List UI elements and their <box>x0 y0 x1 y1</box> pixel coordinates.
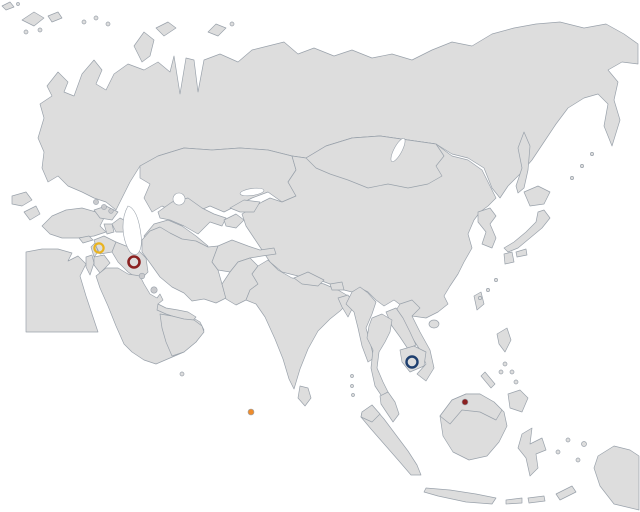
region-luzon <box>496 327 512 353</box>
region-kuril-islet <box>580 164 584 168</box>
region-andaman-islet <box>351 393 355 397</box>
region-kuril-islet <box>570 176 574 180</box>
region-malaysia-peninsular <box>379 391 400 423</box>
iraq-ring-marker <box>127 255 141 269</box>
maldives-dot-marker <box>247 408 255 416</box>
bahrain-dot-marker <box>150 286 158 294</box>
region-sakhalin <box>515 131 531 194</box>
region-bhutan <box>329 281 345 291</box>
lake-balkhash <box>239 187 265 197</box>
brunei-dot-marker <box>461 398 469 406</box>
kuwait-dot-marker <box>138 272 146 280</box>
region-kyrgyzstan <box>229 199 261 213</box>
region-palawan <box>480 371 496 389</box>
region-franz-josef-islet <box>105 21 111 27</box>
region-severnaya-zemlya-islet <box>229 21 235 27</box>
region-europe-fragment <box>11 191 41 221</box>
region-maluku-islet <box>555 449 561 455</box>
region-visayas-islet <box>513 379 519 385</box>
region-franz-josef-islet <box>81 19 87 25</box>
region-israel <box>85 254 95 276</box>
caucasus-dot-marker <box>108 208 114 214</box>
region-tajikistan <box>223 213 245 229</box>
region-severnaya-zemlya <box>207 23 227 37</box>
region-andaman-islet <box>350 374 354 378</box>
region-mindanao <box>507 389 529 413</box>
region-svalbard-islet <box>37 27 43 33</box>
region-taiwan <box>473 291 485 311</box>
caspian-sea <box>122 205 142 255</box>
region-kuril-islet <box>590 152 594 156</box>
region-andaman-islet <box>350 384 354 388</box>
region-svalbard-islet <box>23 29 29 35</box>
region-ryukyu-islet <box>494 278 498 282</box>
region-sulawesi <box>517 427 547 477</box>
region-korea <box>477 207 497 249</box>
region-novaya-zemlya <box>133 21 177 63</box>
region-lesser-sunda <box>505 495 546 505</box>
region-mongolia <box>305 135 445 189</box>
region-visayas-islet <box>498 369 504 375</box>
region-timor <box>555 485 577 501</box>
region-visayas-islet <box>502 361 508 367</box>
region-ryukyu-islet <box>478 296 482 300</box>
region-oman <box>159 313 205 357</box>
region-thailand <box>366 313 393 399</box>
region-franz-josef-islet <box>93 15 99 21</box>
region-egypt <box>25 248 99 333</box>
region-new-guinea <box>593 445 640 511</box>
caucasus-dot-marker <box>101 204 107 210</box>
region-aceh <box>360 404 381 423</box>
lebanon-ring-marker <box>93 242 105 254</box>
region-armenia <box>103 223 115 235</box>
region-myanmar <box>345 286 377 363</box>
region-malaysia-east <box>439 393 503 425</box>
region-hainan <box>428 319 440 329</box>
region-cyprus <box>78 235 94 244</box>
region-arctic-speck <box>16 2 20 6</box>
region-sumatra <box>360 404 422 476</box>
region-japan <box>503 185 551 265</box>
region-arctic-specks <box>1 1 15 11</box>
lake-baikal <box>390 138 406 162</box>
region-svalbard <box>21 11 63 27</box>
region-laos <box>385 307 417 350</box>
region-visayas-islet <box>509 369 515 375</box>
region-turkey <box>41 207 107 239</box>
region-ryukyu-islet <box>486 288 490 292</box>
caucasus-dot-marker <box>93 199 99 205</box>
aral-sea <box>172 192 186 206</box>
cambodia-ring-marker <box>405 355 419 369</box>
region-uzbekistan <box>157 197 227 235</box>
region-maluku-islet <box>575 457 581 463</box>
region-socotra <box>179 371 185 377</box>
region-maluku-islet <box>581 441 587 447</box>
region-sri-lanka <box>297 385 312 407</box>
region-nepal <box>293 271 325 287</box>
region-maluku-islet <box>565 437 571 443</box>
region-java <box>423 487 497 505</box>
